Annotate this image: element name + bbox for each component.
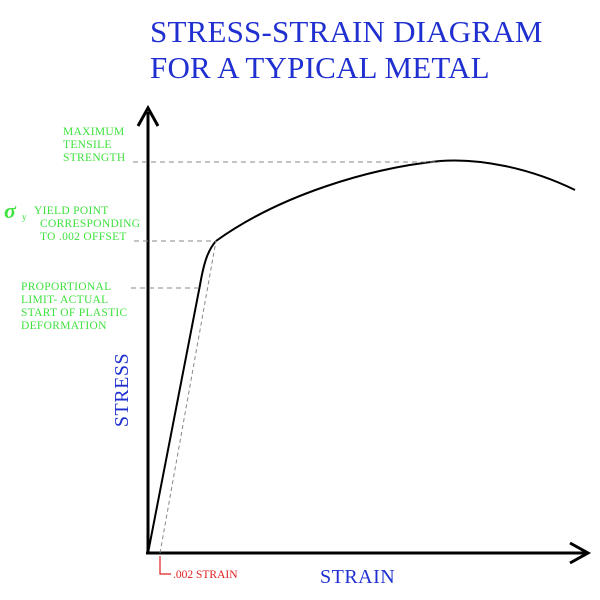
x-axis-arrowhead [569, 541, 592, 565]
proportional-label-line-1: PROPORTIONAL [21, 281, 112, 293]
offset-marker [159, 556, 171, 575]
yield-label: YIELD POINT CORRESPONDING TO .002 OFFSET [34, 205, 140, 244]
uts-label: MAXIMUM TENSILE STRENGTH [63, 126, 125, 165]
yield-label-line-1: YIELD POINT [34, 205, 109, 217]
title-line-1: STRESS-STRAIN DIAGRAM [150, 14, 543, 49]
offset-strain-label: .002 STRAIN [173, 569, 238, 581]
diagram-title: STRESS-STRAIN DIAGRAM FOR A TYPICAL META… [150, 14, 595, 86]
yield-symbol: σ [4, 198, 16, 223]
uts-label-line-1: MAXIMUM [63, 126, 125, 138]
stress-strain-curve [147, 159, 576, 554]
y-axis-label: STRESS [111, 352, 133, 428]
offset-line [159, 240, 217, 554]
yield-label-line-3: TO .002 OFFSET [40, 231, 127, 243]
title-line-2: FOR A TYPICAL METAL [150, 50, 490, 85]
uts-label-line-3: STRENGTH [63, 152, 126, 164]
uts-label-line-2: TENSILE [63, 139, 112, 151]
proportional-label-line-3: START OF PLASTIC [21, 307, 128, 319]
proportional-label-line-2: LIMIT- ACTUAL [21, 294, 109, 306]
yield-label-line-2: CORRESPONDING [40, 218, 141, 230]
proportional-label-line-4: DEFORMATION [21, 320, 107, 332]
proportional-limit-label: PROPORTIONAL LIMIT- ACTUAL START OF PLAS… [21, 281, 128, 333]
yield-symbol-subscript: y [22, 212, 27, 222]
y-axis-arrowhead [136, 104, 160, 127]
x-axis-label: STRAIN [320, 566, 396, 588]
